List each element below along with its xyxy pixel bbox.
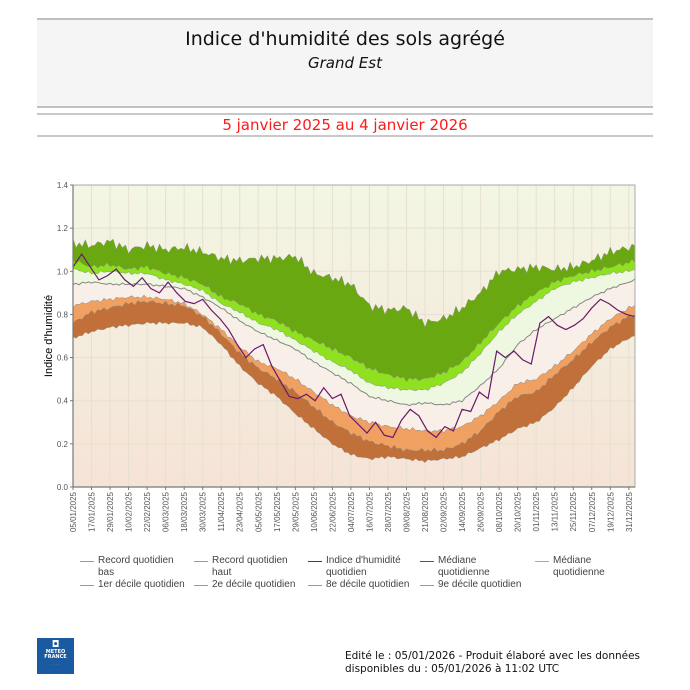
y-tick-label: 0.6 (57, 354, 69, 363)
legend-label: Médiane quotidienne (438, 555, 490, 578)
legend-line-swatch (80, 561, 94, 562)
y-ticks: 0.0 0.2 0.4 0.6 0.8 1.0 1.2 1.4 (57, 181, 73, 492)
legend-label: Record quotidien bas (98, 555, 174, 578)
x-tick-label: 18/03/2025 (180, 491, 189, 532)
logo-symbol-icon: ◘ (51, 640, 60, 650)
footer-note: Edité le : 05/01/2026 - Produit élaboré … (345, 650, 640, 676)
x-ticks: 05/01/2025 17/01/2025 29/01/2025 10/02/2025… (69, 487, 634, 532)
legend-line-swatch (308, 585, 322, 586)
x-tick-label: 07/12/2025 (588, 491, 597, 532)
legend-line-swatch (194, 585, 208, 586)
y-tick-label: 0.2 (57, 440, 69, 449)
y-tick-label: 1.4 (57, 181, 69, 190)
x-tick-label: 09/08/2025 (402, 491, 411, 532)
legend-item: Indice d'humidité quotidien (308, 555, 401, 579)
legend-item: 1er décile quotidien (80, 579, 185, 591)
legend-label: Record quotidien haut (212, 555, 288, 578)
x-tick-label: 17/05/2025 (273, 491, 282, 532)
legend-line-swatch (80, 585, 94, 586)
x-tick-label: 29/05/2025 (291, 491, 300, 532)
x-tick-label: 06/03/2025 (162, 491, 171, 532)
legend-line-swatch (535, 561, 549, 562)
period-label: 5 janvier 2025 au 4 janvier 2026 (222, 116, 468, 134)
footer-line-2: disponibles du : 05/01/2026 à 11:02 UTC (345, 663, 560, 675)
logo-brand-line1: METEO (45, 649, 66, 655)
legend-item: 8e décile quotidien (308, 579, 409, 591)
legend-line-swatch (420, 561, 434, 562)
x-tick-label: 23/04/2025 (236, 491, 245, 532)
x-tick-label: 10/06/2025 (310, 491, 319, 532)
x-tick-label: 14/09/2025 (458, 491, 467, 532)
x-tick-label: 04/07/2025 (347, 491, 356, 532)
logo-brand-line2: FRANCE (44, 654, 67, 660)
legend-item: 2e décile quotidien (194, 579, 295, 591)
x-tick-label: 05/05/2025 (254, 491, 263, 532)
x-tick-label: 17/01/2025 (88, 491, 97, 532)
x-tick-label: 28/07/2025 (384, 491, 393, 532)
legend-label: Médiane quotidienne (553, 555, 605, 578)
legend-label: Indice d'humidité quotidien (326, 555, 401, 578)
x-tick-label: 26/09/2025 (477, 491, 486, 532)
legend-label: 1er décile quotidien (98, 579, 185, 590)
x-tick-label: 19/12/2025 (606, 491, 615, 532)
lines (72, 252, 636, 439)
humidity-index-line (72, 252, 636, 439)
y-tick-label: 1.2 (57, 224, 69, 233)
x-tick-label: 02/09/2025 (440, 491, 449, 532)
x-tick-label: 13/11/2025 (551, 491, 560, 531)
median-line (72, 278, 636, 407)
x-tick-label: 31/12/2025 (625, 491, 634, 532)
y-tick-label: 1.0 (57, 267, 69, 276)
legend-label: 9e décile quotidien (438, 579, 522, 590)
legend-item: Record quotidien haut (194, 555, 288, 579)
footer-line-1: Edité le : 05/01/2026 - Produit élaboré … (345, 650, 641, 662)
x-tick-label: 11/04/2025 (217, 491, 226, 531)
x-tick-label: 10/02/2025 (125, 491, 134, 532)
x-tick-label: 16/07/2025 (365, 491, 374, 532)
x-tick-label: 08/10/2025 (495, 491, 504, 532)
legend-item: Médiane quotidienne (535, 555, 605, 579)
legend-item: Médiane quotidienne (420, 555, 490, 579)
y-tick-label: 0.0 (57, 483, 69, 492)
x-tick-label: 29/01/2025 (106, 491, 115, 532)
meteo-france-logo: ◘ METEO FRANCE · · · · (37, 638, 74, 674)
legend-label: 8e décile quotidien (326, 579, 410, 590)
x-tick-label: 25/11/2025 (569, 491, 578, 531)
legend-line-swatch (194, 561, 208, 562)
x-tick-label: 05/01/2025 (69, 491, 78, 532)
region-subtitle: Grand Est (308, 54, 382, 72)
legend-item: 9e décile quotidien (420, 579, 521, 591)
period-box: 5 janvier 2025 au 4 janvier 2026 (37, 113, 653, 137)
chart-title: Indice d'humidité des sols agrégé (185, 28, 505, 50)
logo-tagline: · · · · (52, 662, 59, 666)
legend-line-swatch (308, 561, 322, 562)
header-box: Indice d'humidité des sols agrégé Grand … (37, 18, 653, 108)
x-tick-label: 21/08/2025 (421, 491, 430, 532)
legend-line-swatch (420, 585, 434, 586)
x-tick-label: 22/02/2025 (143, 491, 152, 532)
x-tick-label: 20/10/2025 (514, 491, 523, 532)
y-tick-label: 0.8 (57, 310, 69, 319)
x-tick-label: 22/06/2025 (328, 491, 337, 532)
legend-label: 2e décile quotidien (212, 579, 296, 590)
x-tick-label: 30/03/2025 (199, 491, 208, 532)
x-tick-label: 01/11/2025 (532, 491, 541, 531)
legend-item: Record quotidien bas (80, 555, 174, 579)
y-axis-label: Indice d'humidité (43, 295, 55, 377)
y-tick-label: 0.4 (57, 397, 69, 406)
soil-moisture-chart: 0.0 0.2 0.4 0.6 0.8 1.0 1.2 1.4 05/01/2025 17/01… (43, 181, 636, 532)
